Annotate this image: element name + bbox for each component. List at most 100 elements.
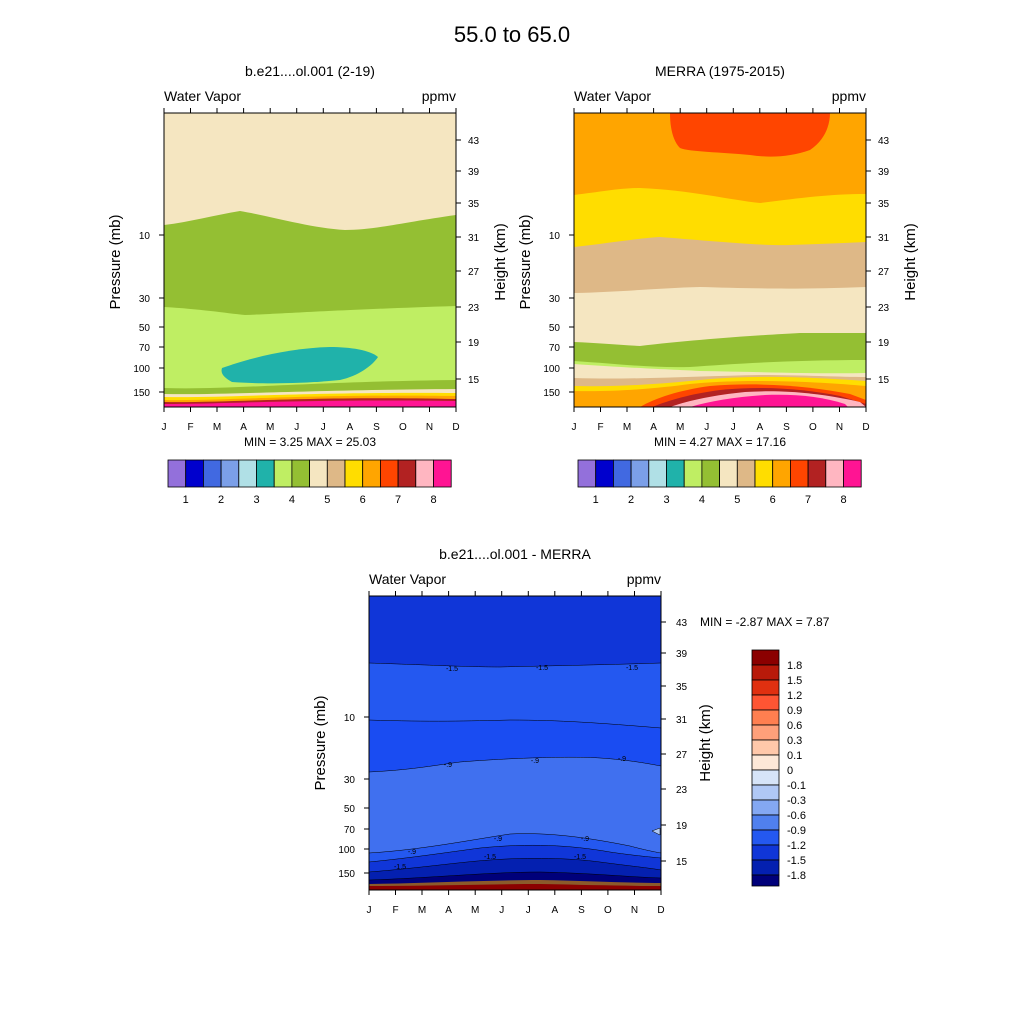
colorbar-label: 1.8 (787, 660, 802, 672)
left-label: Water Vapor (164, 88, 241, 104)
x-tick-label: J (572, 422, 577, 433)
colorbar-label: 8 (840, 494, 846, 506)
colorbar-swatch (648, 459, 667, 488)
colorbar-swatch (825, 459, 844, 488)
colorbar-label: 4 (289, 494, 295, 506)
colorbar-label: 1 (593, 494, 599, 506)
y-axis-label: Pressure (mb) (107, 214, 124, 309)
colorbar-swatch (309, 459, 328, 488)
x-tick-label: S (578, 905, 585, 916)
x-tick-label: O (809, 422, 817, 433)
y-axis-label-right: Height (km) (492, 223, 509, 301)
panel-difference: b.e21....ol.001 - MERRA Water Vapor ppmv… (312, 546, 830, 916)
contour-label: -1.5 (536, 665, 548, 672)
contour-label: -.9 (531, 758, 539, 765)
colorbar-swatch (362, 459, 381, 488)
contour-label: -1.5 (484, 854, 496, 861)
stats-text: MIN = -2.87 MAX = 7.87 (700, 615, 830, 629)
colorbar-swatch (683, 459, 703, 488)
x-tick-label: F (187, 422, 193, 433)
right-label: ppmv (627, 571, 661, 587)
y-tick-label: 15 (468, 375, 480, 386)
y-tick-label: 19 (468, 338, 480, 349)
colorbar-swatch (577, 459, 597, 488)
colorbar-swatch (751, 679, 780, 696)
x-tick-label: M (623, 422, 631, 433)
y-axis-label: Pressure (mb) (312, 695, 329, 790)
y-axis-label: Pressure (mb) (517, 214, 534, 309)
contour-label: -.9 (444, 762, 452, 769)
colorbar-label: 2 (628, 494, 634, 506)
colorbar-swatch (167, 459, 187, 488)
y-tick-label: 23 (878, 303, 890, 314)
colorbar-swatch (751, 784, 780, 801)
y-tick-labels-pressure: 10 30 50 70 100 150 (338, 713, 355, 880)
x-tick-label: J (162, 422, 167, 433)
x-tick-label: D (862, 422, 869, 433)
colorbar-swatch (751, 694, 780, 711)
y-tick-label: 100 (338, 845, 355, 856)
x-tick-label: N (836, 422, 843, 433)
contour-label: -.9 (581, 836, 589, 843)
x-tick-label: F (392, 905, 398, 916)
colorbar-label: 0.3 (787, 735, 802, 747)
y-tick-label: 50 (139, 323, 151, 334)
colorbar-label: 5 (734, 494, 740, 506)
colorbar-swatch (751, 739, 780, 756)
panel-title: b.e21....ol.001 (2-19) (245, 63, 375, 79)
stats-text: MIN = 4.27 MAX = 17.16 (654, 435, 786, 449)
y-tick-label: 50 (344, 804, 356, 815)
x-tick-labels: J F M A M J J A S O N D (162, 422, 460, 433)
colorbar-swatch (666, 459, 685, 488)
left-label: Water Vapor (369, 571, 446, 587)
y-tick-label: 15 (878, 375, 890, 386)
y-tick-label: 70 (344, 825, 356, 836)
y-tick-label: 70 (549, 343, 561, 354)
colorbar: 1 2 3 4 5 6 7 8 (167, 459, 452, 506)
x-tick-label: A (756, 422, 763, 433)
colorbar-label: -0.1 (787, 780, 806, 792)
colorbar-swatch (326, 459, 346, 488)
colorbar-swatch (736, 459, 756, 488)
y-tick-label: 35 (468, 199, 480, 210)
x-tick-label: A (650, 422, 657, 433)
contour-label: -.9 (408, 849, 416, 856)
y-tick-label: 39 (878, 167, 890, 178)
tick-marks (569, 108, 871, 412)
colorbar-swatch (273, 459, 293, 488)
colorbar-swatch (751, 664, 780, 681)
colorbar-swatch (751, 799, 780, 816)
colorbar-swatch (751, 859, 780, 876)
colorbar-label: 0.6 (787, 720, 802, 732)
y-tick-label: 19 (676, 821, 688, 832)
colorbar-label: 0.9 (787, 705, 802, 717)
y-tick-label: 27 (468, 267, 480, 278)
colorbar-label: 0.1 (787, 750, 802, 762)
colorbar-swatch (751, 829, 780, 846)
panel-merra: MERRA (1975-2015) Water Vapor ppmv (517, 63, 919, 506)
colorbar-swatch (751, 844, 780, 861)
x-tick-label: M (213, 422, 221, 433)
colorbar-swatch (415, 459, 434, 488)
colorbar-swatch (344, 459, 364, 488)
colorbar-label: 4 (699, 494, 705, 506)
x-tick-label: S (373, 422, 380, 433)
stats-text: MIN = 3.25 MAX = 25.03 (244, 435, 376, 449)
right-label: ppmv (832, 88, 866, 104)
colorbar-label: 7 (805, 494, 811, 506)
colorbar-swatch (238, 459, 257, 488)
y-tick-label: 100 (133, 364, 150, 375)
x-tick-label: M (471, 905, 479, 916)
y-tick-label: 10 (139, 231, 151, 242)
colorbar-label: 5 (324, 494, 330, 506)
y-tick-label: 43 (676, 618, 688, 629)
colorbar-label: -0.6 (787, 810, 806, 822)
y-tick-label: 10 (344, 713, 356, 724)
y-tick-labels-pressure: 10 30 50 70 100 150 (133, 231, 150, 399)
panel-model: b.e21....ol.001 (2-19) Water Vapor ppmv (107, 63, 509, 506)
colorbar-label: -0.9 (787, 825, 806, 837)
y-tick-label: 30 (344, 775, 356, 786)
colorbar-swatch (790, 459, 809, 488)
colorbar-swatch (751, 754, 780, 771)
plot-area (163, 112, 457, 408)
